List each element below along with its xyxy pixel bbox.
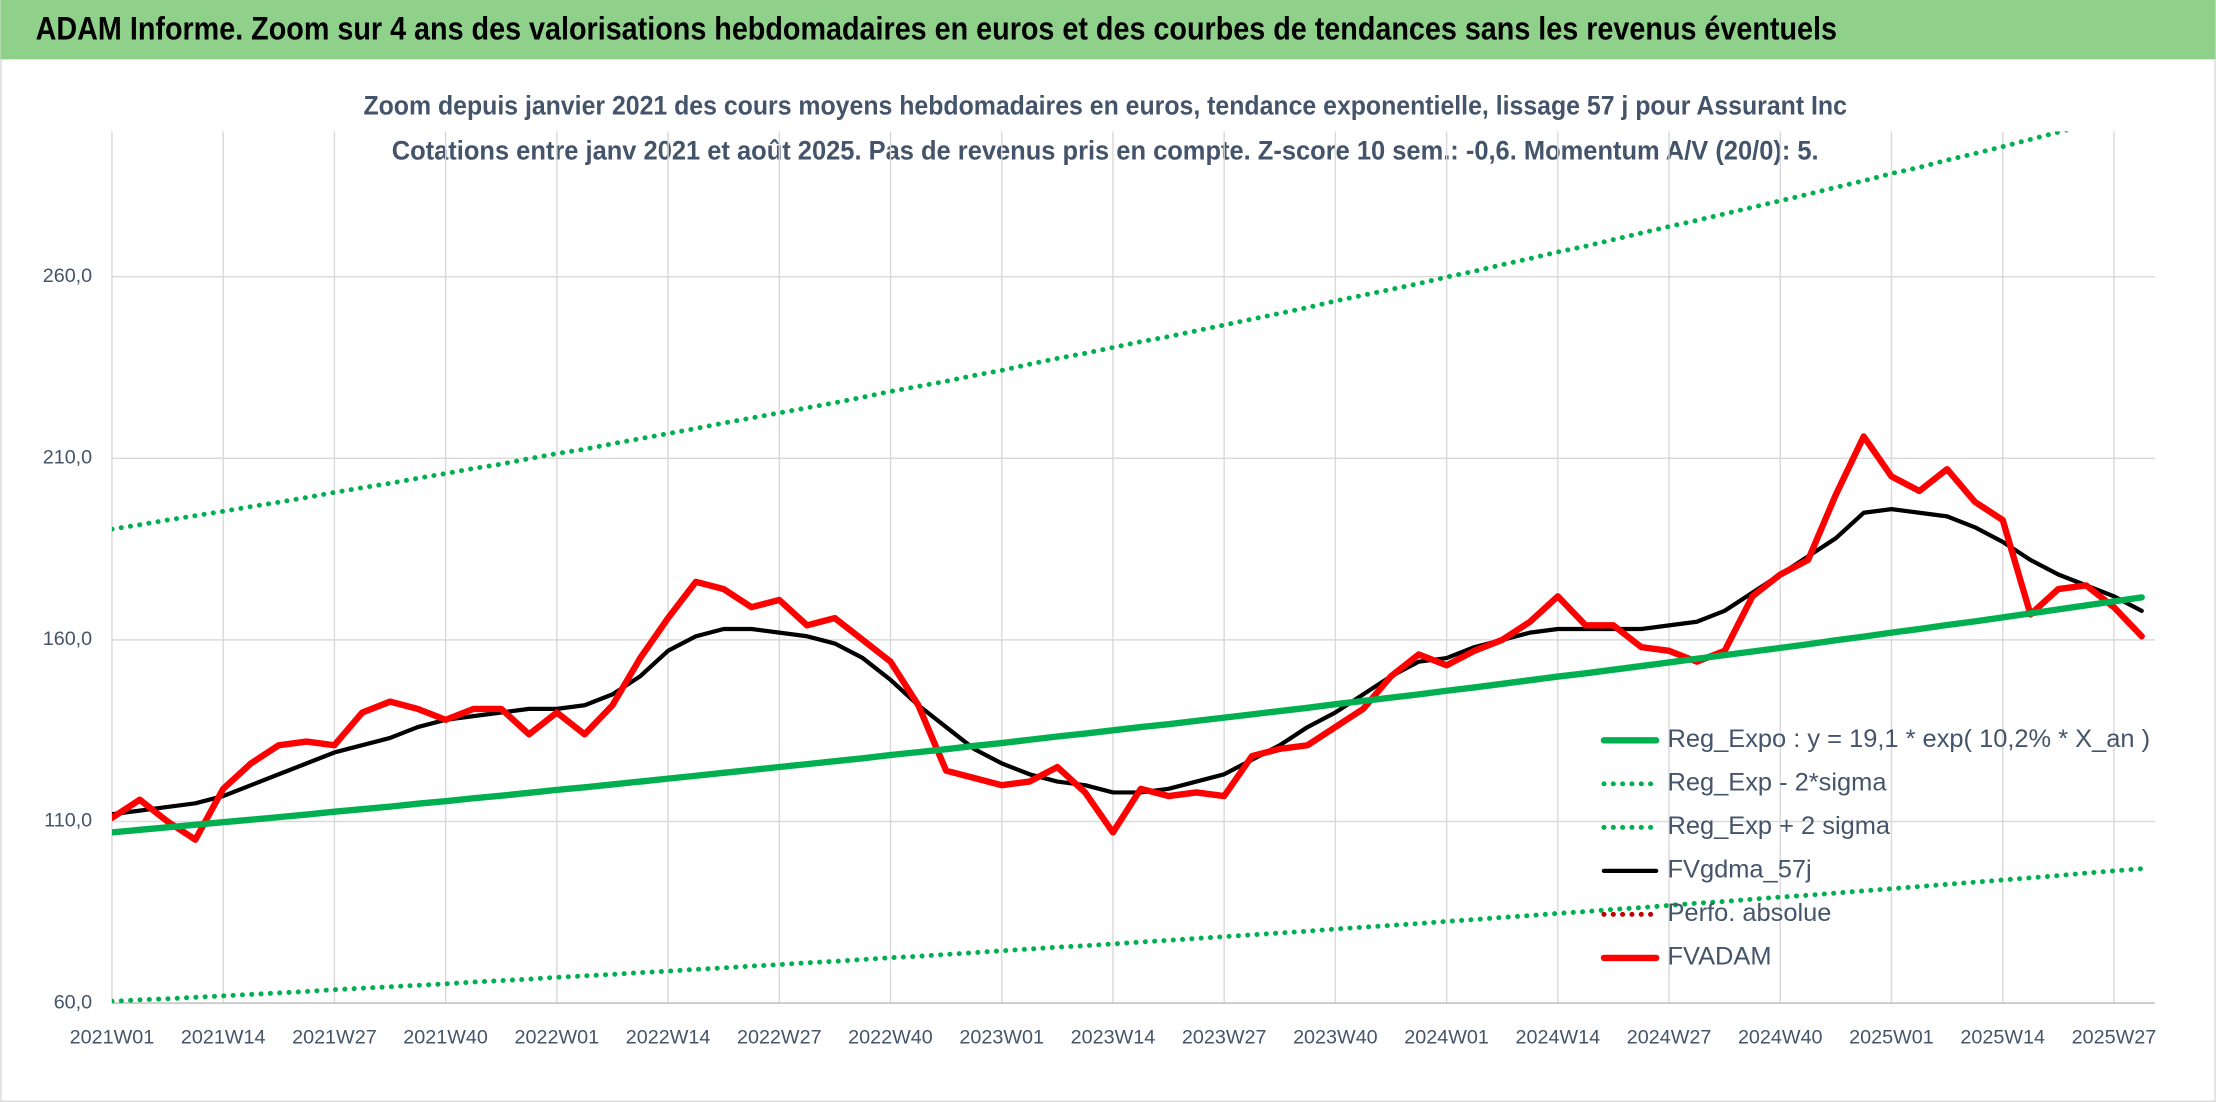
x-tick-label: 2024W01 [1404,1027,1489,1049]
y-tick-label: 260,0 [43,265,92,287]
x-tick-label: 2021W40 [403,1027,488,1049]
legend-label: Reg_Exp - 2*sigma [1667,769,1887,797]
grid: 60,0 110,0 160,0 210,0 260,0 2021W01 2021W14 20… [43,131,2157,1049]
x-tick-label: 2024W14 [1516,1027,1601,1049]
y-tick-label: 60,0 [54,991,92,1013]
x-tick-label: 2022W14 [626,1027,711,1049]
legend-label: Reg_Expo : y = 19,1 * exp( 10,2% * X_an … [1667,725,2150,753]
y-tick-label: 210,0 [43,447,92,469]
x-tick-label: 2024W40 [1738,1027,1823,1049]
series-line [111,433,2145,843]
x-tick-label: 2025W27 [2072,1027,2157,1049]
legend-label: FVADAM [1667,943,1771,971]
x-tick-label: 2023W27 [1182,1027,1267,1049]
x-tick-label: 2022W40 [848,1027,933,1049]
x-tick-label: 2022W01 [515,1027,600,1049]
x-tick-label: 2024W27 [1627,1027,1712,1049]
banner [0,0,2216,60]
chart-title: Zoom depuis janvier 2021 des cours moyen… [363,90,1847,120]
y-tick-label: 110,0 [44,810,92,832]
x-tick-label: 2021W01 [70,1027,155,1049]
legend-label: Reg_Exp + 2 sigma [1667,812,1890,840]
y-tick-label: 160,0 [43,628,92,650]
x-tick-label: 2021W27 [292,1027,377,1049]
chart-subtitle: Cotations entre janv 2021 et août 2025. … [392,136,1819,166]
x-tick-label: 2023W14 [1071,1027,1156,1049]
legend: Reg_Expo : y = 19,1 * exp( 10,2% * X_an … [1600,725,2150,971]
x-tick-label: 2025W14 [1960,1027,2045,1049]
series-line [111,131,2072,532]
series-line [111,594,2145,836]
x-tick-label: 2021W14 [181,1027,266,1049]
x-tick-label: 2022W27 [737,1027,822,1049]
banner-title: ADAM Informe. Zoom sur 4 ans des valoris… [36,11,1837,47]
x-tick-label: 2023W40 [1293,1027,1378,1049]
x-tick-label: 2025W01 [1849,1027,1934,1049]
x-tick-label: 2023W01 [959,1027,1044,1049]
series-line [111,866,2145,1004]
legend-label: FVgdma_57j [1667,856,1811,884]
plot-area [111,131,2145,1004]
legend-label: Perfo. absolue [1667,899,1831,927]
